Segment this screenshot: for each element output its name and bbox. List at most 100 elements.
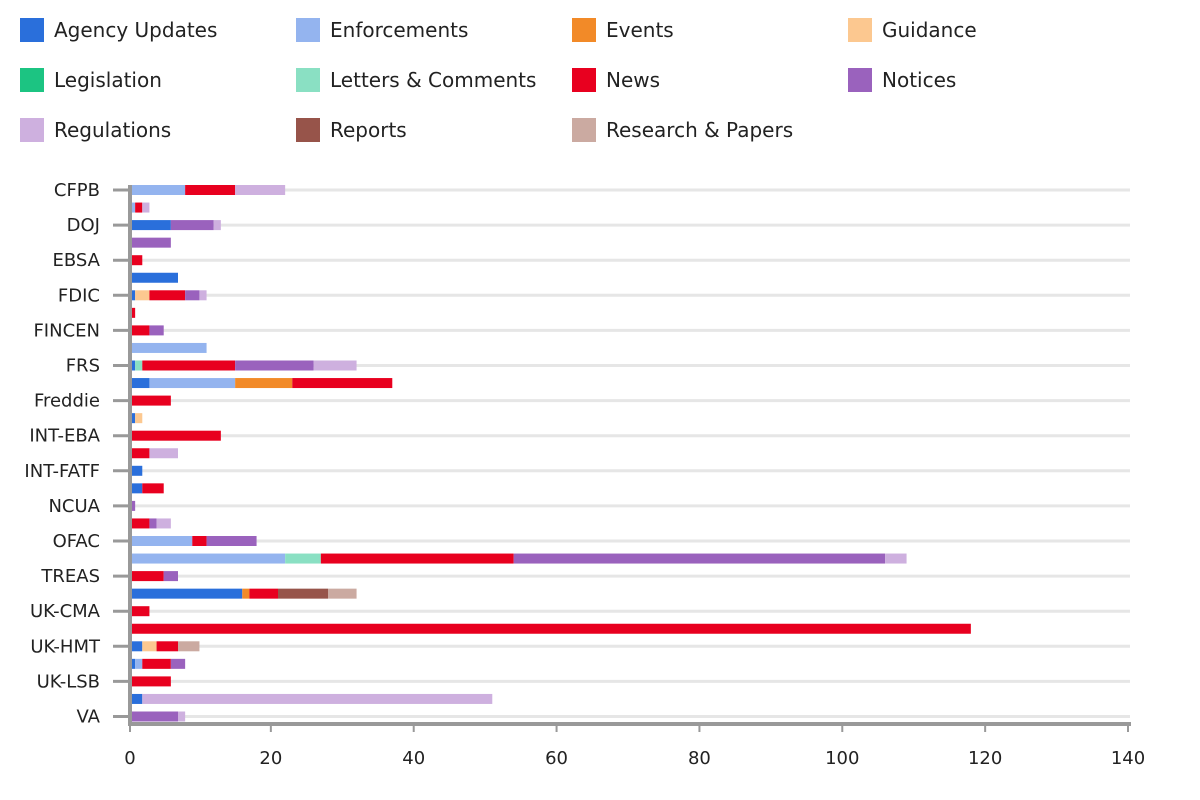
bar-segment <box>885 553 907 564</box>
legend-swatch <box>572 118 596 142</box>
category-label: FINCEN <box>33 320 100 341</box>
legend-swatch <box>572 18 596 42</box>
bar-segment <box>249 588 278 599</box>
legend-swatch <box>20 68 44 92</box>
legend-item[interactable]: Events <box>572 18 674 42</box>
bar-segment <box>192 536 207 546</box>
bar-segment <box>128 272 178 283</box>
bar-segment <box>128 641 143 652</box>
bar-segment <box>320 553 514 564</box>
bar-segment <box>149 518 157 529</box>
bar-segment <box>156 641 178 652</box>
category-label: INT-EBA <box>29 426 100 447</box>
bar-segment <box>235 378 293 389</box>
bar-segment <box>135 290 150 301</box>
bar-segment <box>149 378 236 389</box>
bar-segment <box>128 518 150 529</box>
bar-segment <box>128 430 221 441</box>
bar-segment <box>149 325 164 336</box>
bar-segment <box>128 588 243 599</box>
bar-segment <box>278 588 328 599</box>
legend-item[interactable]: Research & Papers <box>572 118 793 142</box>
legend-swatch <box>848 18 872 42</box>
bar-segment <box>170 220 214 231</box>
bar-segment <box>128 465 143 476</box>
bar-segment <box>142 641 157 652</box>
legend-item[interactable]: Letters & Comments <box>296 68 536 92</box>
category-label: VA <box>77 707 101 728</box>
bar-segment <box>128 395 171 406</box>
bar-segment <box>135 360 143 371</box>
bar-segment <box>328 588 357 599</box>
bar-segment <box>142 658 171 669</box>
legend-item[interactable]: Regulations <box>20 118 171 142</box>
legend-item[interactable]: News <box>572 68 660 92</box>
legend-item[interactable]: Legislation <box>20 68 162 92</box>
bar-segment <box>142 360 236 371</box>
legend-swatch <box>848 68 872 92</box>
category-label: UK-LSB <box>37 671 100 692</box>
bar-segment <box>149 290 186 301</box>
bar-segment <box>128 185 186 195</box>
bar-segment <box>235 185 286 195</box>
bar-segment <box>213 220 221 231</box>
category-label: Freddie <box>34 391 100 412</box>
legend-swatch <box>296 118 320 142</box>
bar-segment <box>199 290 207 301</box>
bar-segment <box>185 185 236 195</box>
bar-segment <box>128 448 150 459</box>
x-tick-label: 20 <box>259 748 282 769</box>
bar-segment <box>128 676 171 687</box>
category-label: OFAC <box>53 531 100 552</box>
bar-segment <box>242 588 250 599</box>
legend-swatch <box>296 18 320 42</box>
x-tick-label: 80 <box>688 748 711 769</box>
bar-segment <box>513 553 886 564</box>
bar-segment <box>170 658 186 669</box>
bar-segment <box>128 220 171 231</box>
legend-label: Regulations <box>54 118 172 142</box>
legend-item[interactable]: Guidance <box>848 18 977 42</box>
legend-item[interactable]: Enforcements <box>296 18 468 42</box>
category-label: CFPB <box>54 180 100 201</box>
legend-label: Letters & Comments <box>330 68 537 92</box>
bar-segment <box>285 553 321 564</box>
bar-segment <box>128 553 286 564</box>
legend-swatch <box>20 18 44 42</box>
x-tick-label: 120 <box>968 748 1002 769</box>
x-tick-label: 60 <box>545 748 568 769</box>
bar-segment <box>128 571 164 582</box>
bar-segment <box>149 448 178 459</box>
category-label: NCUA <box>48 496 100 517</box>
category-label: FDIC <box>58 285 100 306</box>
x-tick-label: 0 <box>124 748 135 769</box>
legend-item[interactable]: Notices <box>848 68 956 92</box>
legend-label: Agency Updates <box>54 18 218 42</box>
bar-segment <box>128 325 150 336</box>
bar-segment <box>135 413 143 424</box>
bar-segment <box>128 536 193 546</box>
legend-item[interactable]: Reports <box>296 118 407 142</box>
bar-segment <box>163 571 178 582</box>
legend-swatch <box>20 118 44 142</box>
bar-segment <box>142 483 164 494</box>
legend-label: Legislation <box>54 68 162 92</box>
x-tick-label: 140 <box>1111 748 1145 769</box>
bar-segment <box>128 378 150 389</box>
bar-segment <box>128 237 171 248</box>
bar-segment <box>178 641 200 652</box>
category-label: DOJ <box>67 215 100 236</box>
x-tick-label: 100 <box>825 748 859 769</box>
bar-segment <box>142 693 493 704</box>
legend-item[interactable]: Agency Updates <box>20 18 217 42</box>
x-tick-label: 40 <box>402 748 425 769</box>
bar-segment <box>292 378 393 389</box>
category-label: INT-FATF <box>24 461 100 482</box>
legend-swatch <box>296 68 320 92</box>
category-label: UK-CMA <box>30 601 101 622</box>
bar-segment <box>313 360 357 371</box>
bar-segment <box>206 536 257 546</box>
bar-segment <box>128 342 207 353</box>
bar-segment <box>128 255 143 266</box>
